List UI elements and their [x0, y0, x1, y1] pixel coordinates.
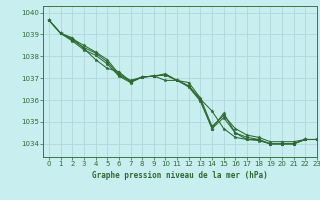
X-axis label: Graphe pression niveau de la mer (hPa): Graphe pression niveau de la mer (hPa)	[92, 171, 268, 180]
